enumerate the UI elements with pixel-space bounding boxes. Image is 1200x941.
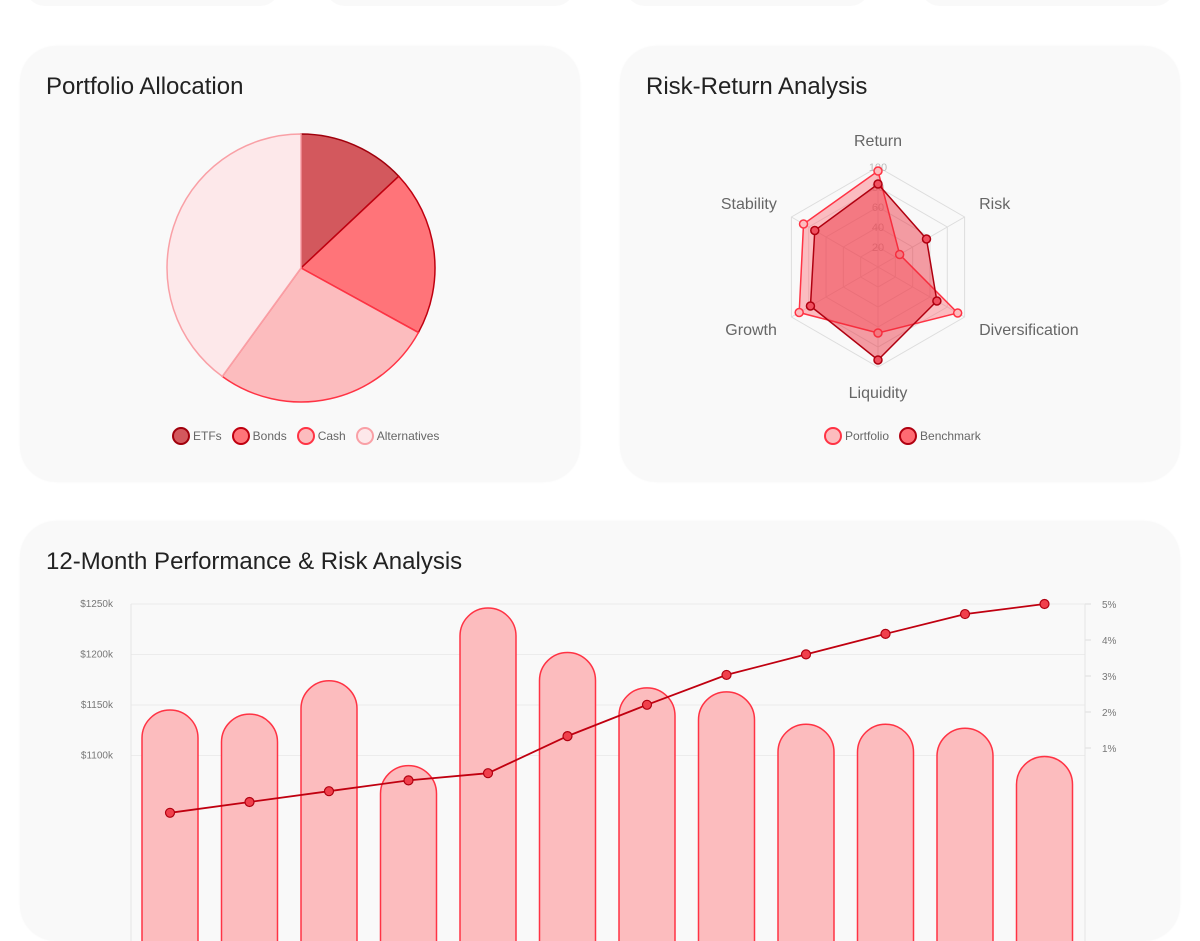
bar — [697, 691, 756, 941]
performance-card: 12-Month Performance & Risk Analysis $12… — [20, 521, 1180, 941]
line-point — [959, 608, 971, 620]
radar-point — [810, 225, 820, 236]
y2-tick-label: 3% — [1102, 672, 1117, 683]
bar — [1015, 755, 1074, 941]
y-tick-label: $1200k — [80, 650, 114, 661]
allocation-card: Portfolio Allocation ETFs Bonds Cash Altern… — [20, 46, 580, 482]
pie-legend-item[interactable]: Cash — [296, 427, 346, 445]
legend-label: Portfolio — [845, 429, 890, 443]
radar-point — [932, 296, 942, 306]
radar-spoke — [877, 216, 965, 268]
bar — [856, 723, 915, 941]
pie-legend-item[interactable]: ETFs — [172, 427, 222, 445]
legend-swatch — [296, 427, 315, 445]
radar-spoke — [877, 266, 965, 318]
bar — [141, 709, 199, 941]
performance-title: 12-Month Performance & Risk Analysis — [46, 548, 463, 575]
pie-legend: ETFs Bonds Cash Alternatives — [172, 427, 439, 445]
line-point — [164, 807, 176, 818]
line-point — [482, 768, 494, 779]
legend-label: Alternatives — [376, 429, 440, 443]
line-point — [403, 775, 414, 786]
radar-axis-label: Liquidity — [849, 385, 908, 402]
bar — [538, 651, 597, 941]
risk-card: Risk-Return Analysis Return Risk Diversifi… — [620, 46, 1180, 482]
summary-card-4 — [920, 0, 1175, 6]
legend-label: Cash — [317, 429, 346, 443]
bar — [220, 713, 279, 941]
bar — [300, 680, 358, 941]
radar-axis-label: Growth — [725, 322, 777, 339]
radar-point — [794, 307, 804, 318]
legend-swatch — [355, 427, 374, 445]
bar — [618, 687, 676, 941]
y-tick-label: $1150k — [81, 700, 114, 711]
bar — [379, 764, 438, 941]
radar-point — [873, 166, 883, 176]
y2-tick-label: 2% — [1102, 708, 1117, 719]
pie-slice-alternatives — [166, 133, 302, 378]
radar-legend: Portfolio Benchmark — [824, 427, 981, 445]
radar-point — [873, 355, 883, 365]
y-tick-label: $1100k — [81, 751, 114, 762]
radar-point — [952, 308, 963, 318]
line-point — [721, 669, 732, 681]
radar-axis-label: Diversification — [979, 322, 1079, 339]
y2-tick-label: 1% — [1102, 744, 1117, 755]
radar-legend-item[interactable]: Benchmark — [899, 427, 981, 445]
line-point — [800, 649, 812, 660]
radar-legend-item[interactable]: Portfolio — [824, 427, 889, 445]
line-point — [880, 628, 891, 639]
legend-label: ETFs — [193, 429, 222, 443]
legend-label: Benchmark — [920, 429, 981, 443]
radar-axis-label: Stability — [721, 196, 777, 213]
pie-slice-bonds — [299, 175, 436, 334]
y2-tick-label: 5% — [1102, 600, 1117, 611]
pie-legend-item[interactable]: Alternatives — [355, 427, 440, 445]
bar — [936, 727, 994, 941]
radar-axis-label: Risk — [979, 196, 1011, 213]
y-tick-label: $1250k — [80, 599, 114, 610]
bar — [777, 723, 835, 941]
summary-card-1 — [25, 0, 280, 6]
pie-slice-cash — [221, 267, 420, 403]
allocation-title: Portfolio Allocation — [46, 73, 244, 100]
summary-card-3 — [625, 0, 870, 6]
line-point — [244, 796, 255, 808]
legend-swatch — [824, 427, 842, 445]
line-point — [562, 731, 573, 742]
line-point — [641, 699, 653, 710]
risk-title: Risk-Return Analysis — [646, 73, 868, 100]
y2-tick-label: 4% — [1102, 636, 1117, 647]
radar-point — [873, 328, 883, 338]
radar-point — [921, 234, 932, 244]
radar-chart: Return Risk Diversification Liquidity Growth… — [721, 133, 1079, 402]
summary-card-2 — [325, 0, 575, 6]
pie-legend-item[interactable]: Bonds — [231, 427, 287, 445]
radar-axis-label: Return — [854, 133, 902, 150]
line-point — [323, 786, 335, 797]
legend-swatch — [231, 427, 250, 445]
line-point — [1039, 598, 1050, 610]
radar-tick-label: 60 — [872, 202, 884, 214]
radar-spoke — [791, 266, 879, 318]
radar-tick-label: 20 — [872, 242, 884, 254]
legend-swatch — [172, 427, 190, 445]
performance-chart: $1250k $1200k $1150k $1100k 5% 4% 3% 2% 1% — [80, 598, 1117, 941]
radar-point — [894, 249, 905, 260]
pie-slice-etfs — [300, 133, 400, 270]
radar-point — [873, 179, 883, 189]
radar-tick-label: 40 — [872, 222, 884, 234]
pie-chart — [166, 133, 436, 403]
radar-point — [805, 301, 816, 311]
radar-point — [798, 219, 809, 229]
legend-swatch — [899, 427, 918, 445]
legend-label: Bonds — [252, 429, 287, 443]
